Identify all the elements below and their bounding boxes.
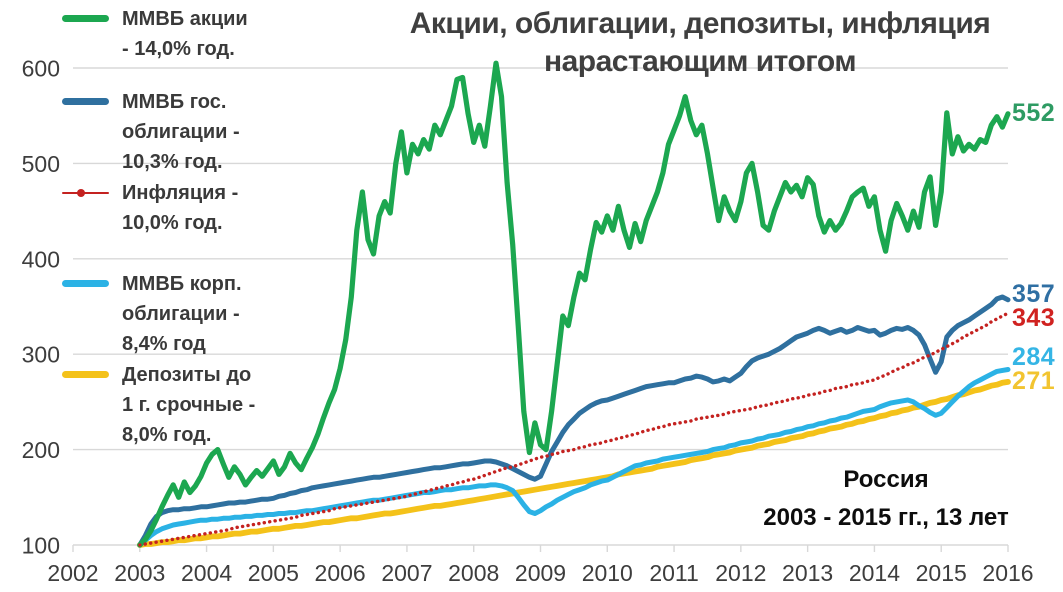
country-period-annotation: Россия 2003 - 2015 гг., 13 лет <box>745 461 1027 537</box>
y-axis-tick-label: 500 <box>22 151 60 177</box>
deposits-line-icon <box>62 360 122 450</box>
x-axis-tick-label: 2008 <box>448 560 499 586</box>
y-axis-tick-label: 200 <box>22 437 60 463</box>
end-value-deposits: 271 <box>1012 367 1056 395</box>
series-line-micex-stocks <box>137 60 1011 548</box>
corp-bonds-swatch-icon <box>62 280 109 287</box>
legend-label-line: 10,3% год. <box>122 151 223 173</box>
x-axis-tick-label: 2006 <box>315 560 366 586</box>
series-line-micex-gov-bonds <box>137 294 1011 548</box>
gov-bonds-line-icon <box>62 87 122 177</box>
x-axis-tick-label: 2013 <box>782 560 833 586</box>
legend-label-deposits: Депозиты до 1 г. срочные - 8,0% год. <box>122 360 255 450</box>
series-line-micex-corp-bonds <box>137 367 1011 548</box>
y-axis-tick-label: 400 <box>22 246 60 272</box>
series-line-deposits <box>136 378 1011 548</box>
chart-title-line2: нарастающим итогом <box>543 45 857 78</box>
legend-label-corp-bonds: ММВБ корп. облигации - 8,4% год <box>122 269 242 359</box>
legend-label-micex-stocks: ММВБ акции - 14,0% год. <box>122 4 248 64</box>
inflation-dot-icon <box>76 189 85 197</box>
stocks-swatch-icon <box>62 15 109 22</box>
series-line-inflation <box>138 311 1010 547</box>
legend-label-line: облигации - <box>122 121 240 143</box>
annotation-country: Россия <box>843 466 929 493</box>
inflation-line-icon <box>62 178 122 238</box>
x-axis-tick-label: 2005 <box>248 560 299 586</box>
end-value-inflation: 343 <box>1012 304 1056 332</box>
end-value-corp-bonds: 284 <box>1012 343 1056 371</box>
legend-item-corp-bonds: ММВБ корп. облигации - 8,4% год <box>62 269 242 359</box>
x-axis-tick-label: 2016 <box>982 560 1033 586</box>
legend-label-line: Депозиты до <box>122 364 252 386</box>
gov-bonds-swatch-icon <box>62 98 109 105</box>
x-axis-tick-label: 2011 <box>649 560 698 586</box>
y-axis-tick-label: 100 <box>22 533 60 559</box>
inflation-thin-line-icon <box>62 189 109 197</box>
x-axis-tick-label: 2002 <box>47 560 98 586</box>
legend-item-micex-stocks: ММВБ акции - 14,0% год. <box>62 4 248 64</box>
chart-title: Акции, облигации, депозиты, инфляция нар… <box>330 5 1063 81</box>
x-axis-tick-label: 2010 <box>582 560 633 586</box>
x-axis-tick-label: 2004 <box>181 560 232 586</box>
end-value-gov-bonds: 357 <box>1012 280 1056 308</box>
annotation-period: 2003 - 2015 гг., 13 лет <box>763 504 1009 531</box>
chart-title-line1: Акции, облигации, депозиты, инфляция <box>409 7 991 40</box>
stocks-line-icon <box>62 4 122 64</box>
legend-label-line: 8,0% год. <box>122 424 212 446</box>
legend-item-gov-bonds: ММВБ гос. облигации - 10,3% год. <box>62 87 240 177</box>
y-axis-tick-label: 300 <box>22 342 60 368</box>
legend-item-inflation: Инфляция - 10,0% год. <box>62 178 238 238</box>
legend-label-line: ММВБ гос. <box>122 91 227 113</box>
deposits-swatch-icon <box>62 371 109 378</box>
corp-bonds-line-icon <box>62 269 122 359</box>
legend-label-inflation: Инфляция - 10,0% год. <box>122 178 238 238</box>
end-value-stocks: 552 <box>1012 99 1056 127</box>
x-axis-tick-label: 2009 <box>515 560 566 586</box>
legend-item-deposits: Депозиты до 1 г. срочные - 8,0% год. <box>62 360 255 450</box>
legend-label-line: облигации - <box>122 303 240 325</box>
legend-label-gov-bonds: ММВБ гос. облигации - 10,3% год. <box>122 87 240 177</box>
legend-label-line: - 14,0% год. <box>122 38 235 60</box>
x-axis-tick-label: 2014 <box>849 560 900 586</box>
x-axis-tick-label: 2003 <box>114 560 165 586</box>
legend-label-line: 8,4% год <box>122 333 206 355</box>
x-axis-tick-label: 2015 <box>916 560 967 586</box>
y-axis-tick-label: 600 <box>22 56 60 82</box>
legend-label-line: 1 г. срочные - <box>122 394 256 416</box>
x-axis-tick-label: 2012 <box>715 560 766 586</box>
legend-label-line: Инфляция - <box>122 182 239 204</box>
legend-label-line: ММВБ акции <box>122 8 248 30</box>
legend-label-line: ММВБ корп. <box>122 273 242 295</box>
x-axis-tick-label: 2007 <box>381 560 432 586</box>
legend-label-line: 10,0% год. <box>122 212 223 234</box>
